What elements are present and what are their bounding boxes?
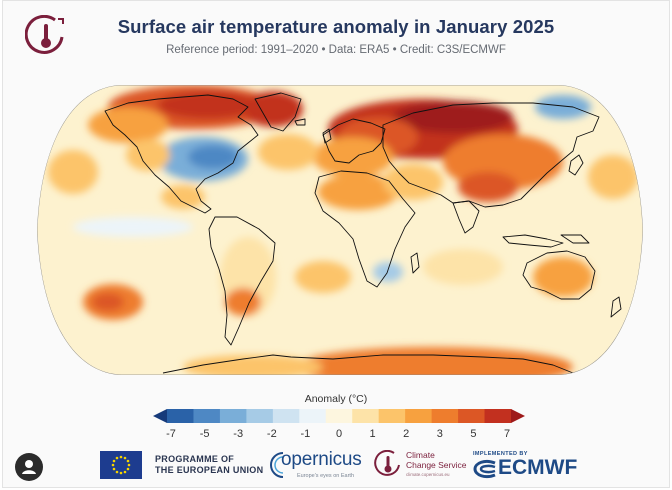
colorbar-extend-high bbox=[511, 409, 525, 423]
anomaly-region-siberia-core bbox=[393, 101, 513, 133]
colorbar-swatch bbox=[167, 409, 194, 423]
outline-india bbox=[452, 200, 480, 234]
outline-antarctica bbox=[162, 354, 574, 374]
colorbar-tick-label: 2 bbox=[403, 428, 410, 440]
outline-europe bbox=[322, 118, 386, 164]
anomaly-region-tropical-pacific bbox=[73, 217, 193, 237]
outline-iceland bbox=[294, 118, 306, 126]
eu-line-1: PROGRAMME OF bbox=[155, 454, 235, 464]
anomaly-map bbox=[33, 77, 647, 383]
colorbar-tick-label: -3 bbox=[233, 428, 244, 440]
outline-japan bbox=[568, 154, 584, 176]
outline-asia bbox=[382, 102, 600, 208]
colorbar-swatch bbox=[299, 409, 327, 423]
colorbar-swatch bbox=[246, 409, 274, 423]
c3s-text: Climate Change Service bbox=[406, 450, 467, 470]
anomaly-region-sahara bbox=[318, 174, 398, 210]
colorbar-ticks: -7 -5 -3 -2 -1 0 1 2 3 5 7 bbox=[153, 428, 525, 442]
anomaly-region-mexico bbox=[161, 185, 205, 209]
colorbar-tick-label: 1 bbox=[369, 428, 376, 440]
outline-uk bbox=[322, 128, 332, 144]
colorbar-tick-label: 5 bbox=[470, 428, 477, 440]
colorbar-title: Anomaly (°C) bbox=[304, 393, 368, 405]
outline-new-zealand bbox=[610, 296, 622, 318]
colorbar-swatch bbox=[431, 409, 459, 423]
eu-programme-text: PROGRAMME OF THE EUROPEAN UNION bbox=[155, 454, 263, 476]
colorbar-tick-label: 0 bbox=[335, 428, 343, 440]
c3s-url: climate.copernicus.eu bbox=[406, 472, 450, 477]
colorbar-swatch bbox=[484, 409, 512, 423]
anomaly-region-nw-pacific bbox=[588, 155, 638, 199]
colorbar-tick-label: 7 bbox=[503, 428, 511, 440]
eu-line-2: THE EUROPEAN UNION bbox=[155, 465, 264, 475]
colorbar-tick-label: 3 bbox=[436, 428, 443, 440]
anomaly-region-south-atlantic bbox=[295, 261, 351, 293]
colorbar-tick-label: -2 bbox=[266, 428, 277, 440]
globe-outline bbox=[37, 85, 643, 375]
anomaly-region-europe bbox=[313, 137, 393, 177]
eu-flag-icon bbox=[100, 451, 142, 479]
ecmwf-wordmark: ECMWF bbox=[498, 456, 578, 479]
anomaly-region-greenland bbox=[243, 91, 303, 127]
colorbar-swatch bbox=[325, 409, 353, 423]
c3s-thermometer-icon bbox=[374, 450, 400, 476]
anomaly-region-indian-ocean bbox=[423, 249, 503, 285]
anomaly-region-argentina bbox=[225, 288, 261, 316]
outline-new-guinea bbox=[560, 234, 590, 244]
colorbar-tick-label: -5 bbox=[199, 428, 210, 440]
anomaly-region-south-pacific-core bbox=[92, 293, 124, 311]
anomaly-region-australia bbox=[533, 257, 593, 297]
copernicus-wordmark: opernicus bbox=[281, 449, 362, 470]
colorbar bbox=[153, 409, 525, 423]
anomaly-region-canada-core bbox=[158, 91, 258, 119]
thermometer-logo-icon bbox=[25, 15, 64, 54]
outline-madagascar bbox=[410, 252, 420, 274]
anomaly-region-east-siberia bbox=[535, 95, 591, 119]
colorbar-swatch bbox=[405, 409, 433, 423]
colorbar-tick-label: -1 bbox=[300, 428, 311, 440]
outline-africa bbox=[314, 170, 416, 288]
outline-indonesia bbox=[502, 234, 564, 248]
ecmwf-swirl-icon bbox=[473, 459, 496, 479]
copernicus-tagline: Europe's eyes on Earth bbox=[297, 473, 355, 479]
colorbar-swatch bbox=[378, 409, 406, 423]
colorbar-swatch bbox=[193, 409, 221, 423]
anomaly-region-southern-africa bbox=[373, 262, 403, 282]
colorbar-extend-low bbox=[153, 409, 167, 423]
anomaly-region-north-atlantic bbox=[258, 134, 318, 170]
anomaly-region-usa-core bbox=[188, 145, 238, 169]
outline-south-america bbox=[208, 216, 276, 346]
map-title: Surface air temperature anomaly in Janua… bbox=[117, 16, 555, 37]
colorbar-swatch bbox=[352, 409, 380, 423]
anomaly-region-middle-east bbox=[383, 164, 443, 200]
c3s-line-2: Change Service bbox=[406, 459, 467, 470]
colorbar-swatch bbox=[219, 409, 247, 423]
anomaly-region-north-pacific bbox=[48, 150, 98, 194]
avatar-icon[interactable] bbox=[15, 453, 43, 481]
implemented-by-label: IMPLEMENTED BY bbox=[473, 451, 528, 457]
outline-greenland bbox=[254, 92, 302, 132]
colorbar-swatch bbox=[272, 409, 300, 423]
colorbar-tick-label: -7 bbox=[166, 428, 176, 440]
colorbar-swatch bbox=[458, 409, 486, 423]
copernicus-logo-icon bbox=[270, 452, 284, 478]
anomaly-region-antarctica-west bbox=[183, 355, 323, 375]
map-subtitle: Reference period: 1991–2020 • Data: ERA5… bbox=[166, 44, 506, 56]
outline-australia bbox=[522, 250, 596, 300]
outline-north-america bbox=[104, 94, 259, 214]
c3s-line-1: Climate bbox=[406, 450, 435, 460]
world-map-svg bbox=[37, 85, 643, 375]
anomaly-region-tibet bbox=[458, 172, 518, 202]
